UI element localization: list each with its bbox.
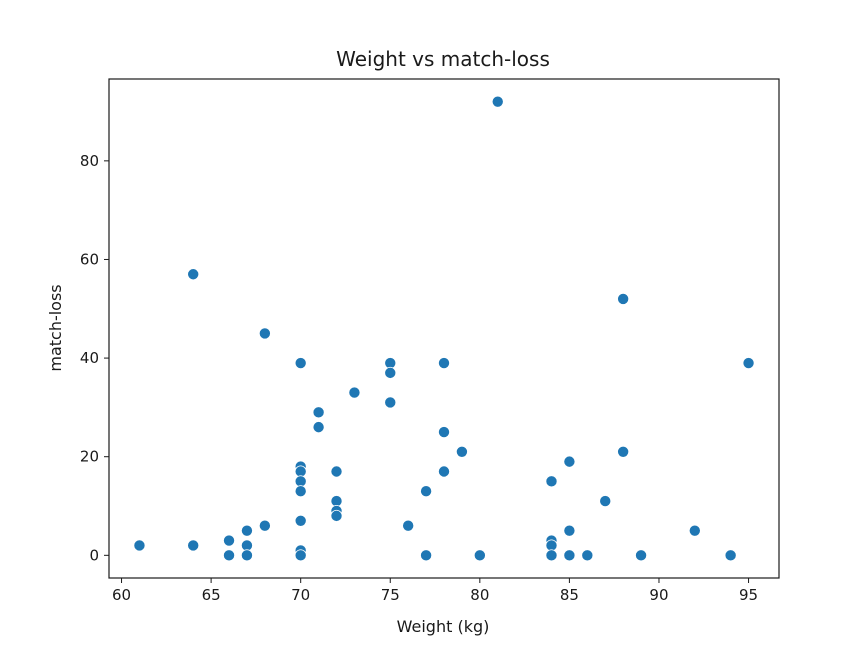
- data-point: [348, 386, 361, 399]
- data-point: [312, 406, 325, 419]
- data-point: [545, 549, 558, 562]
- y-tick-label: 0: [89, 546, 99, 564]
- data-point: [563, 549, 576, 562]
- data-point: [294, 357, 307, 370]
- x-tick-label: 75: [381, 586, 400, 604]
- data-point: [581, 549, 594, 562]
- data-points: [133, 95, 755, 562]
- data-point: [545, 475, 558, 488]
- y-tick-label: 80: [80, 152, 99, 170]
- data-point: [473, 549, 486, 562]
- data-point: [635, 549, 648, 562]
- data-point: [491, 95, 504, 108]
- data-point: [617, 292, 630, 305]
- x-tick-label: 80: [470, 586, 489, 604]
- data-point: [240, 524, 253, 537]
- data-point: [437, 426, 450, 439]
- data-point: [563, 524, 576, 537]
- x-tick-label: 90: [649, 586, 668, 604]
- data-point: [330, 465, 343, 478]
- x-axis-ticks: 60 65 70 75 80 85 90 95: [112, 578, 758, 604]
- data-point: [294, 514, 307, 527]
- data-point: [437, 465, 450, 478]
- data-point: [617, 445, 630, 458]
- x-tick-label: 85: [560, 586, 579, 604]
- y-axis-ticks: 0 20 40 60 80: [80, 152, 109, 564]
- data-point: [312, 421, 325, 434]
- x-tick-label: 65: [202, 586, 221, 604]
- data-point: [294, 485, 307, 498]
- data-point: [258, 519, 271, 532]
- plot-area: [108, 78, 780, 579]
- data-point: [455, 445, 468, 458]
- y-tick-label: 20: [80, 448, 99, 466]
- data-point: [402, 519, 415, 532]
- data-point: [330, 509, 343, 522]
- data-point: [420, 549, 433, 562]
- data-point: [187, 268, 200, 281]
- x-tick-label: 60: [112, 586, 131, 604]
- x-tick-label: 95: [739, 586, 758, 604]
- data-point: [563, 455, 576, 468]
- data-point: [724, 549, 737, 562]
- data-point: [384, 396, 397, 409]
- y-tick-label: 60: [80, 250, 99, 268]
- x-tick-label: 70: [291, 586, 310, 604]
- y-tick-label: 40: [80, 349, 99, 367]
- y-axis-label: match-loss: [46, 284, 65, 371]
- data-point: [688, 524, 701, 537]
- data-point: [187, 539, 200, 552]
- data-point: [133, 539, 146, 552]
- data-point: [384, 366, 397, 379]
- data-point: [742, 357, 755, 370]
- chart-title: Weight vs match-loss: [336, 47, 550, 71]
- data-point: [420, 485, 433, 498]
- data-point: [437, 357, 450, 370]
- data-point: [223, 549, 236, 562]
- x-axis-label: Weight (kg): [397, 617, 490, 636]
- data-point: [223, 534, 236, 547]
- data-point: [294, 549, 307, 562]
- data-point: [599, 495, 612, 508]
- data-point: [240, 549, 253, 562]
- data-point: [258, 327, 271, 340]
